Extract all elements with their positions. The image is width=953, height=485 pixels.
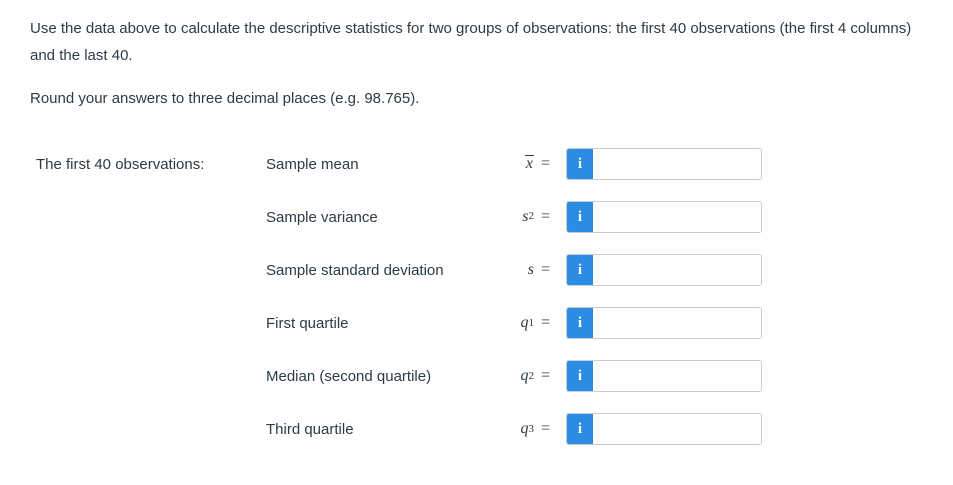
equals-sign: = xyxy=(540,208,550,225)
answer-input-median[interactable] xyxy=(593,361,761,391)
symbol-base: q xyxy=(520,367,529,384)
answer-field-group: i xyxy=(566,148,762,180)
row-label-median: Median (second quartile) xyxy=(266,367,432,385)
math-symbol-q2: q 2 = xyxy=(520,367,550,384)
answer-row-sample-variance: Sample variance s 2 = i xyxy=(36,201,939,233)
answer-row-median: Median (second quartile) q 2 = i xyxy=(36,360,939,392)
info-button[interactable]: i xyxy=(567,149,593,179)
equals-sign: = xyxy=(540,420,550,437)
row-label-sample-std-dev: Sample standard deviation xyxy=(266,261,444,279)
equals-sign: = xyxy=(540,367,550,384)
answer-field-group: i xyxy=(566,307,762,339)
equals-sign: = xyxy=(540,155,550,172)
math-symbol-s-squared: s 2 = xyxy=(522,208,550,225)
answer-field-group: i xyxy=(566,201,762,233)
symbol-base: q xyxy=(520,314,529,331)
info-button[interactable]: i xyxy=(567,308,593,338)
question-panel: Use the data above to calculate the desc… xyxy=(30,15,939,445)
answer-field-group: i xyxy=(566,360,762,392)
answer-input-sample-mean[interactable] xyxy=(593,149,761,179)
math-symbol-s: s = xyxy=(456,261,566,279)
symbol-base: q xyxy=(520,420,529,437)
question-instructions: Use the data above to calculate the desc… xyxy=(30,15,939,112)
row-label-sample-variance: Sample variance xyxy=(266,208,378,226)
info-button[interactable]: i xyxy=(567,414,593,444)
answer-input-sample-std-dev[interactable] xyxy=(593,255,761,285)
answer-input-third-quartile[interactable] xyxy=(593,414,761,444)
symbol-base: x xyxy=(524,155,534,173)
answer-row-sample-std-dev: Sample standard deviation s = i xyxy=(36,254,939,286)
math-symbol-xbar: x = xyxy=(456,155,566,173)
equals-sign: = xyxy=(540,261,550,278)
equals-sign: = xyxy=(540,314,550,331)
group-label: The first 40 observations: xyxy=(36,155,205,173)
math-symbol-q3: q 3 = xyxy=(520,420,550,437)
symbol-base: s xyxy=(527,261,534,278)
answer-field-group: i xyxy=(566,413,762,445)
answer-input-sample-variance[interactable] xyxy=(593,202,761,232)
answer-input-first-quartile[interactable] xyxy=(593,308,761,338)
info-button[interactable]: i xyxy=(567,361,593,391)
info-button[interactable]: i xyxy=(567,202,593,232)
info-button[interactable]: i xyxy=(567,255,593,285)
row-label-third-quartile: Third quartile xyxy=(266,420,354,438)
answer-row-sample-mean: The first 40 observations: Sample mean x… xyxy=(36,148,939,180)
answer-field-group: i xyxy=(566,254,762,286)
instruction-text-2: Round your answers to three decimal plac… xyxy=(30,90,420,107)
row-label-sample-mean: Sample mean xyxy=(266,155,359,173)
instruction-text-1: Use the data above to calculate the desc… xyxy=(30,20,912,64)
answer-row-first-quartile: First quartile q 1 = i xyxy=(36,307,939,339)
answer-form: The first 40 observations: Sample mean x… xyxy=(30,148,939,445)
math-symbol-q1: q 1 = xyxy=(520,314,550,331)
answer-row-third-quartile: Third quartile q 3 = i xyxy=(36,413,939,445)
symbol-base: s xyxy=(522,208,529,225)
row-label-first-quartile: First quartile xyxy=(266,314,349,332)
